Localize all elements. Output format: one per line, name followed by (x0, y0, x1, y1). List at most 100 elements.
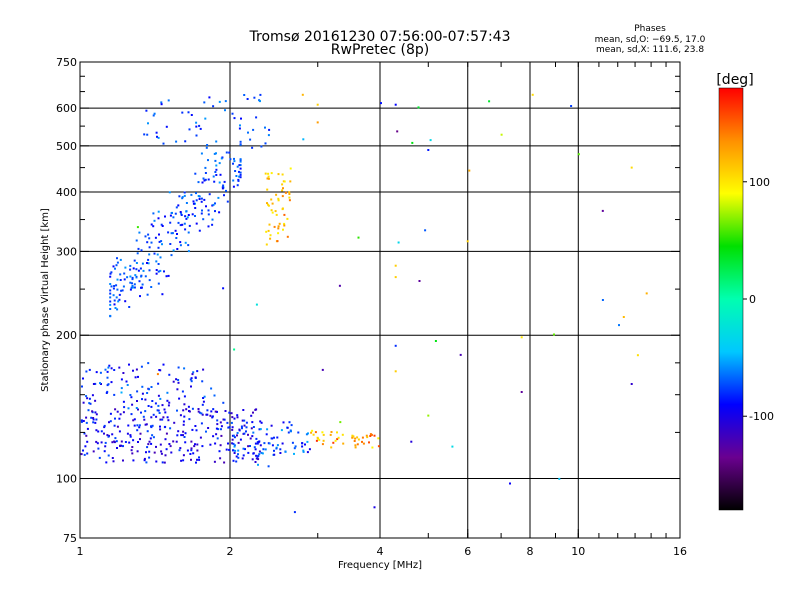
data-point (109, 272, 112, 275)
data-point (239, 438, 242, 441)
data-point (163, 408, 166, 411)
data-point (110, 367, 113, 370)
data-point (394, 264, 397, 267)
data-point (368, 441, 370, 444)
data-point (109, 420, 112, 423)
data-point (92, 418, 95, 421)
data-point (201, 413, 204, 416)
data-point (190, 447, 193, 450)
data-point (150, 416, 153, 419)
data-point (155, 445, 157, 448)
data-point (213, 180, 216, 183)
data-point (129, 288, 132, 291)
data-point (211, 204, 214, 207)
data-point (242, 409, 245, 411)
data-point (356, 436, 359, 439)
data-point (114, 408, 117, 411)
data-point (330, 446, 333, 449)
data-point (130, 286, 133, 289)
data-point (204, 178, 207, 181)
data-point (148, 450, 151, 453)
data-point (128, 363, 130, 366)
data-point (156, 135, 158, 138)
data-point (267, 204, 270, 207)
y-tick-label: 750 (56, 56, 77, 69)
data-point (95, 418, 98, 421)
data-point (351, 436, 354, 439)
data-point (114, 437, 117, 440)
data-point (106, 376, 109, 379)
data-point (141, 262, 144, 265)
data-point (169, 427, 172, 430)
data-point (289, 167, 292, 170)
y-tick-label: 100 (56, 473, 77, 486)
data-point (145, 109, 148, 112)
data-point (274, 210, 277, 213)
data-point (94, 421, 97, 424)
data-point (157, 270, 160, 273)
data-point (144, 275, 147, 278)
data-point (266, 202, 268, 205)
data-point (182, 459, 185, 462)
data-point (157, 210, 160, 213)
data-point (108, 421, 110, 424)
data-point (250, 414, 253, 417)
data-point (214, 202, 216, 205)
data-point (239, 164, 242, 167)
data-point (270, 437, 273, 440)
data-point (195, 192, 197, 195)
data-point (198, 458, 201, 461)
data-point (239, 176, 242, 179)
data-point (239, 171, 242, 174)
data-point (322, 439, 325, 442)
data-point (357, 438, 360, 441)
data-point (316, 121, 319, 124)
data-point (232, 449, 235, 452)
data-point (167, 404, 170, 407)
data-point (157, 409, 160, 412)
data-point (224, 109, 226, 112)
data-point (239, 140, 242, 143)
data-point (394, 276, 397, 279)
data-point (230, 421, 233, 424)
data-point (136, 450, 139, 453)
data-point (122, 285, 125, 288)
data-point (138, 231, 141, 234)
data-point (116, 410, 119, 413)
data-point (187, 231, 190, 234)
data-point (109, 275, 112, 278)
data-point (197, 408, 200, 410)
axes: 1 2 4 6 8 10 16 75 100 200 300 400 500 600 750 (56, 56, 687, 558)
data-point (131, 276, 134, 279)
data-point (236, 165, 239, 168)
data-point (266, 188, 269, 191)
data-point (85, 395, 88, 398)
data-point (205, 430, 207, 433)
data-point (281, 195, 284, 198)
data-point (131, 278, 134, 281)
data-points (80, 93, 648, 514)
data-point (109, 292, 112, 295)
data-point (129, 268, 132, 271)
data-point (316, 103, 319, 106)
data-point (153, 451, 156, 454)
data-point (244, 448, 246, 451)
data-point (183, 222, 186, 225)
data-point (82, 449, 84, 452)
data-point (218, 450, 221, 453)
data-point (267, 134, 270, 137)
data-point (247, 433, 249, 436)
data-point (233, 452, 236, 454)
data-point (119, 413, 122, 416)
data-point (136, 429, 139, 432)
data-point (143, 418, 146, 421)
data-point (176, 233, 178, 235)
data-point (173, 421, 176, 424)
data-point (158, 369, 161, 371)
data-point (222, 401, 225, 404)
data-point (179, 447, 182, 450)
data-point (202, 400, 205, 403)
data-point (243, 424, 246, 427)
data-point (354, 446, 357, 449)
data-point (116, 308, 119, 311)
